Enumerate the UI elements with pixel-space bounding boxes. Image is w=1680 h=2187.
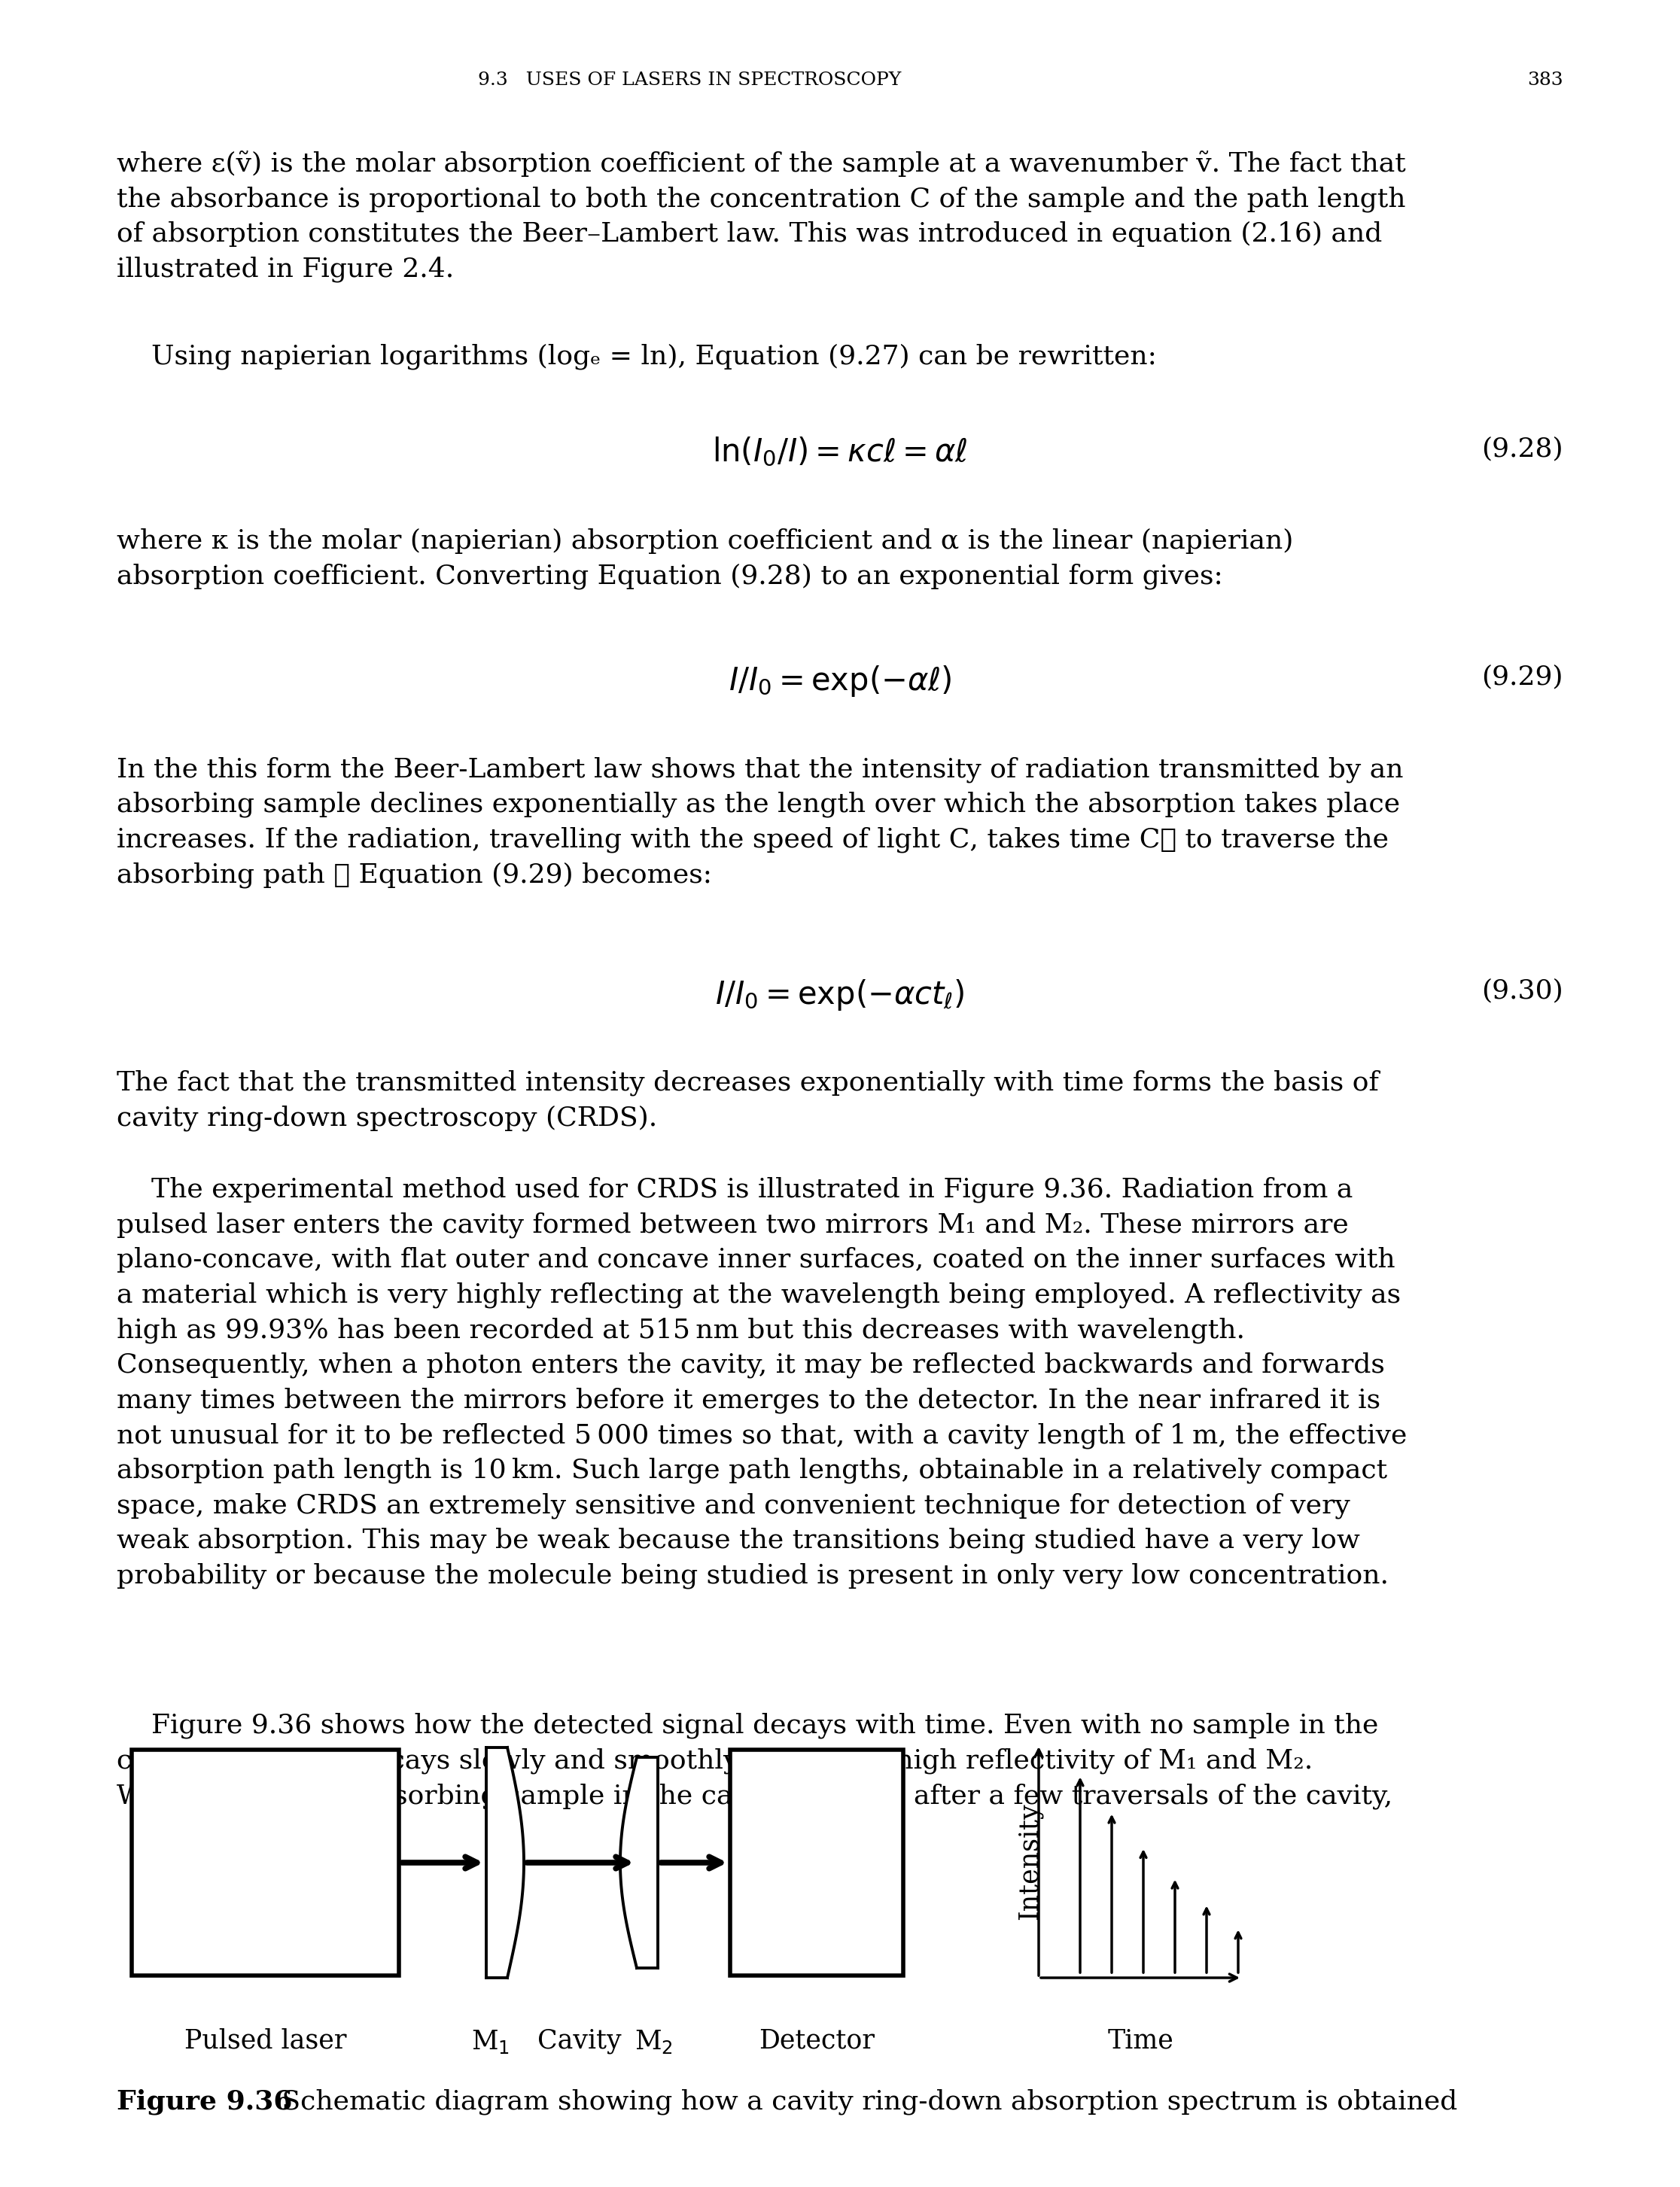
Text: Pulsed laser: Pulsed laser (185, 2027, 346, 2054)
Text: The experimental method used for CRDS is illustrated in Figure 9.36. Radiation f: The experimental method used for CRDS is… (116, 1177, 1408, 1588)
Text: Time: Time (1107, 2027, 1173, 2054)
Text: 9.3   USES OF LASERS IN SPECTROSCOPY: 9.3 USES OF LASERS IN SPECTROSCOPY (477, 72, 900, 90)
Text: The fact that the transmitted intensity decreases exponentially with time forms : The fact that the transmitted intensity … (116, 1069, 1379, 1131)
Text: Figure 9.36: Figure 9.36 (116, 2089, 292, 2115)
Text: Intensity: Intensity (1016, 1802, 1043, 1920)
Text: (9.29): (9.29) (1482, 665, 1564, 689)
Text: $I/I_0 = \exp(-\alpha c t_\ell)$: $I/I_0 = \exp(-\alpha c t_\ell)$ (716, 978, 964, 1013)
Text: (9.28): (9.28) (1482, 435, 1564, 461)
Text: where κ is the molar (napierian) absorption coefficient and α is the linear (nap: where κ is the molar (napierian) absorpt… (116, 529, 1294, 588)
Text: $\ln(I_0/I) = \kappa c\ell = \alpha\ell$: $\ln(I_0/I) = \kappa c\ell = \alpha\ell$ (712, 435, 968, 468)
Text: Cavity: Cavity (538, 2027, 622, 2054)
Text: M$_2$: M$_2$ (633, 2027, 672, 2056)
Text: where ε(ṽ) is the molar absorption coefficient of the sample at a wavenumber ṽ. : where ε(ṽ) is the molar absorption coeff… (116, 151, 1406, 282)
Text: Schematic diagram showing how a cavity ring-down absorption spectrum is obtained: Schematic diagram showing how a cavity r… (255, 2089, 1457, 2115)
Polygon shape (620, 1758, 659, 1968)
Bar (131, 1750, 398, 1975)
Text: (9.30): (9.30) (1482, 978, 1564, 1004)
Text: In the this form the Beer-Lambert law shows that the intensity of radiation tran: In the this form the Beer-Lambert law sh… (116, 757, 1403, 888)
Polygon shape (486, 1747, 524, 1977)
Text: M$_1$: M$_1$ (472, 2027, 511, 2056)
Bar (731, 1750, 904, 1975)
Text: $I/I_0 = \exp(-\alpha\ell)$: $I/I_0 = \exp(-\alpha\ell)$ (729, 665, 951, 698)
Text: Detector: Detector (759, 2027, 875, 2054)
Text: Using napierian logarithms (logₑ = ln), Equation (9.27) can be rewritten:: Using napierian logarithms (logₑ = ln), … (116, 343, 1158, 370)
Text: 383: 383 (1527, 72, 1564, 90)
Text: Figure 9.36 shows how the detected signal decays with time. Even with no sample : Figure 9.36 shows how the detected signa… (116, 1712, 1393, 1809)
